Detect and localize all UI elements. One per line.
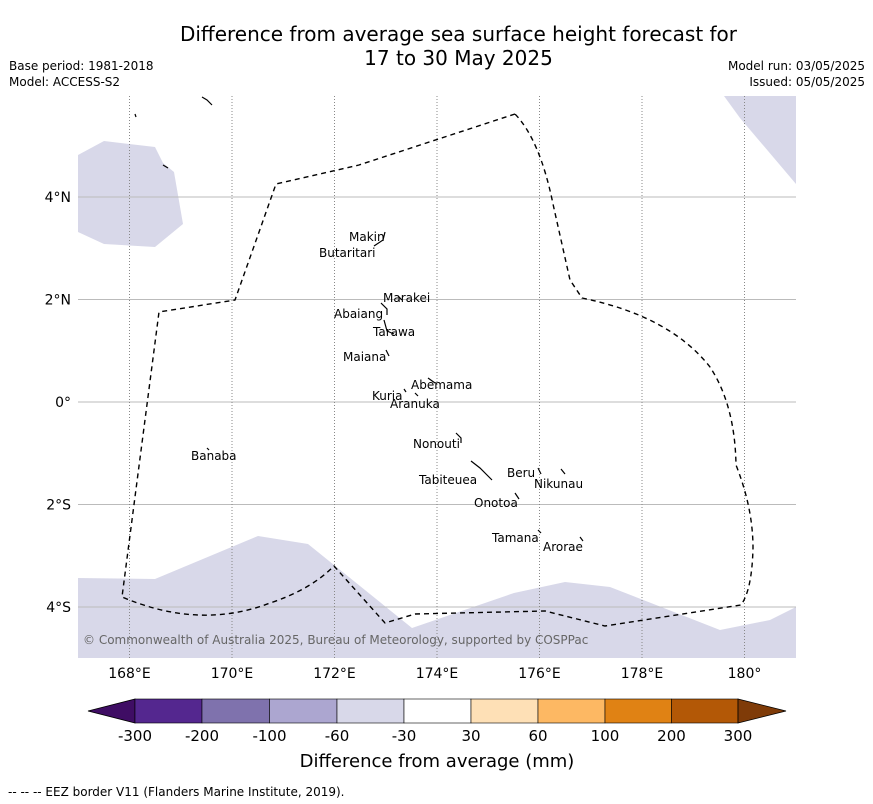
colorbar-tick-label: 30: [461, 727, 480, 745]
outline-butaritari: [373, 231, 386, 247]
lon-tick-label: 172°E: [313, 666, 356, 682]
outline-tamana: [537, 529, 542, 534]
lat-tick-label: 4°N: [45, 190, 71, 206]
title-line-1: Difference from average sea surface heig…: [179, 22, 738, 46]
outline-maiana: [385, 349, 390, 357]
colorbar-tick-label: -300: [118, 727, 152, 745]
copyright-notice: © Commonwealth of Australia 2025, Bureau…: [83, 633, 588, 647]
lat-tick-label: 0°: [55, 395, 71, 411]
outline-onotoa: [514, 492, 520, 500]
island-label: Tamana: [491, 531, 539, 545]
lon-tick-label: 168°E: [108, 666, 151, 682]
colorbar: [87, 698, 787, 724]
island-label: Butaritari: [319, 246, 376, 260]
colorbar-tick-label: -100: [252, 727, 286, 745]
colorbar-label: Difference from average (mm): [300, 751, 575, 772]
model-run: Model run: 03/05/2025: [727, 59, 865, 73]
model-name: Model: ACCESS-S2: [9, 75, 121, 89]
shade-region-northeast: [724, 96, 796, 184]
island-label: Arorae: [543, 540, 583, 554]
island-label: Makin: [349, 230, 385, 244]
colorbar-segment: [470, 698, 539, 724]
outline-banaba: [206, 447, 210, 451]
colorbar-segment: [403, 698, 472, 724]
island-label: Marakei: [383, 291, 430, 305]
outline-tabiteuea: [470, 460, 493, 481]
lon-tick-label: 176°E: [518, 666, 561, 682]
colorbar-segment: [134, 698, 203, 724]
outline-kuria: [403, 388, 407, 393]
island-label: Beru: [507, 466, 535, 480]
colorbar-segment: [269, 698, 338, 724]
lon-tick-label: 170°E: [211, 666, 254, 682]
lat-tick-label: 2°S: [46, 498, 71, 514]
outline-north-b: [162, 164, 169, 169]
island-label: Tarawa: [372, 325, 415, 339]
chart-title: Difference from average sea surface heig…: [0, 22, 873, 70]
map-grid: [78, 96, 796, 658]
colorbar-tick-labels: -300 -200 -100 -60 -30 30 60 100 200 300: [118, 727, 752, 745]
colorbar-tick-label: 100: [591, 727, 620, 745]
eez-border: [121, 113, 754, 627]
colorbar-segment: [336, 698, 405, 724]
outline-arorae: [579, 536, 584, 542]
island-label: Aranuka: [390, 397, 440, 411]
colorbar-tick-label: -60: [325, 727, 350, 745]
colorbar-segment: [201, 698, 270, 724]
island-outlines: [134, 96, 584, 542]
colorbar-segment: [604, 698, 672, 724]
title-line-2: 17 to 30 May 2025: [364, 46, 553, 70]
lat-tick-labels: 4°N 2°N 0° 2°S 4°S: [45, 190, 72, 616]
island-label: Abemama: [411, 378, 472, 392]
lon-tick-labels: 168°E 170°E 172°E 174°E 176°E 178°E 180°: [108, 666, 761, 682]
colorbar-extend-low: [87, 698, 136, 724]
meta-right: Model run: 03/05/2025 Issued: 05/05/2025: [728, 58, 865, 90]
meta-left: Base period: 1981-2018 Model: ACCESS-S2: [9, 58, 154, 90]
island-label: Kuria: [372, 389, 403, 403]
island-label: Onotoa: [474, 496, 518, 510]
base-period: Base period: 1981-2018: [9, 59, 154, 73]
issued-date: Issued: 05/05/2025: [749, 75, 865, 89]
lon-tick-label: 174°E: [416, 666, 459, 682]
island-label: Nikunau: [534, 477, 583, 491]
island-label: Nonouti: [413, 437, 460, 451]
island-label: Abaiang: [334, 307, 383, 321]
lon-tick-label: 178°E: [621, 666, 664, 682]
island-label: Maiana: [343, 350, 386, 364]
colorbar-tick-label: 200: [657, 727, 686, 745]
colorbar-tick-label: 300: [724, 727, 753, 745]
colorbar-tick-label: 60: [528, 727, 547, 745]
outline-abaiang: [380, 302, 388, 315]
outline-nikunau: [560, 468, 566, 475]
island-label: Banaba: [191, 449, 237, 463]
colorbar-tick-label: -200: [185, 727, 219, 745]
outline-tarawa: [383, 319, 395, 335]
outline-beru: [537, 467, 542, 475]
outline-nonouti: [455, 432, 462, 443]
colorbar-segment: [671, 698, 739, 724]
lon-tick-label: 180°: [728, 666, 762, 682]
lat-tick-label: 4°S: [46, 600, 71, 616]
colorbar-extend-high: [737, 698, 787, 724]
outline-marakei: [397, 295, 403, 301]
eez-footnote: -- -- -- EEZ border V11 (Flanders Marine…: [8, 785, 345, 799]
island-label: Tabiteuea: [418, 473, 477, 487]
shade-region-south: [78, 536, 796, 658]
outline-aranuka: [414, 392, 419, 397]
outline-north-c: [201, 96, 213, 106]
colorbar-segment: [537, 698, 606, 724]
outline-abemama: [427, 377, 436, 384]
shade-region-northwest: [78, 141, 183, 247]
anomaly-shading: [78, 96, 796, 658]
lat-tick-label: 2°N: [45, 293, 71, 309]
colorbar-tick-label: -30: [392, 727, 417, 745]
outline-north-a: [134, 113, 137, 118]
